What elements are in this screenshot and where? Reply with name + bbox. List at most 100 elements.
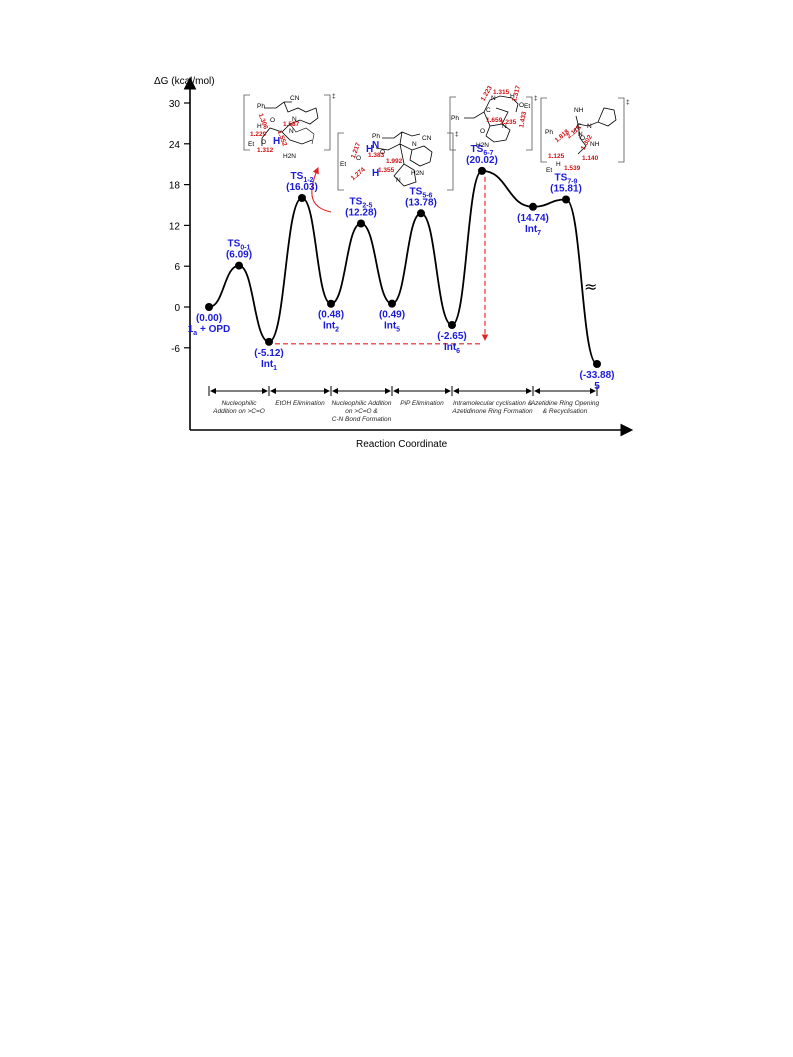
ts25-structure: ‡ Ph CN O H N O H N H2N N Et 1.217 1.383… — [337, 131, 459, 191]
stage-label: Nucleophilic Addition on >C=O — [212, 400, 265, 415]
point-name-label: TS0-1 — [228, 239, 251, 252]
value-label: (-33.88) — [579, 370, 614, 381]
point-int5 — [388, 299, 396, 308]
point-int7 — [529, 202, 537, 211]
point-name-label: Int1 — [261, 359, 277, 372]
dagger: ‡ — [332, 93, 336, 100]
ts67-structure: ‡ Ph N C H O Et O N H2N 1.223 1.315 1.65… — [449, 84, 538, 151]
stationary-points — [205, 166, 601, 368]
point-name-label: TS5-6 — [410, 186, 433, 199]
point-name-label: TS6-7 — [471, 144, 494, 157]
value-label: (-2.65) — [437, 331, 466, 342]
atom: N — [491, 95, 496, 102]
point-ts79 — [562, 195, 570, 204]
atom: C — [577, 123, 582, 130]
y-tick-label: 18 — [169, 181, 181, 192]
point-name-label: 5 — [594, 381, 600, 392]
point-ts01 — [235, 261, 243, 270]
point-ts67 — [478, 166, 486, 175]
atom: O — [580, 135, 585, 142]
value-label: (16.03) — [286, 182, 318, 193]
atom: H — [257, 123, 262, 130]
atom: N — [578, 131, 583, 138]
atom: Ph — [451, 115, 459, 122]
energy-curve — [208, 169, 598, 365]
bond-distance: 1.383 — [368, 152, 385, 159]
atom: N — [412, 141, 417, 148]
point-int6 — [448, 321, 456, 330]
atom: Ph — [257, 103, 265, 110]
atom: N — [372, 140, 379, 151]
atom: H2N — [476, 142, 489, 149]
atom: Et — [546, 167, 552, 174]
value-label: (14.74) — [517, 213, 549, 224]
atom: O — [480, 128, 485, 135]
atom: N — [396, 177, 401, 184]
point-name-label: Int5 — [384, 321, 400, 334]
value-label: (13.78) — [405, 197, 437, 208]
stage-annotations: Nucleophilic Addition on >C=O EtOH Elimina… — [208, 386, 600, 423]
point-name-label: TS1-2 — [291, 171, 314, 184]
value-label: (15.81) — [550, 183, 582, 194]
atom: NH — [574, 107, 584, 114]
bond-distance: 1.539 — [564, 165, 581, 172]
y-tick-label: 6 — [174, 262, 180, 273]
value-label: (-5.12) — [254, 348, 283, 359]
point-ts25 — [357, 219, 365, 228]
point-name-label: Int6 — [444, 342, 460, 355]
point-name-label: TS2-5 — [350, 196, 373, 209]
bond-distance: 1.229 — [250, 131, 267, 138]
bond-distance: 1.235 — [500, 119, 517, 126]
atom: CN — [422, 135, 432, 142]
atom: Et — [340, 161, 346, 168]
atom: N — [502, 123, 507, 130]
bond-distance: 1.312 — [257, 147, 274, 154]
ts79-structure: ‡ NH C N Ph N NH O H Et 1.818 2.115 1.30… — [540, 97, 630, 174]
atom: H — [556, 161, 561, 168]
bond-distance: 1.125 — [548, 153, 565, 160]
y-tick-label: -6 — [171, 344, 180, 355]
stage-label: PiP Elimination — [400, 400, 444, 407]
bond-distance: 1.659 — [486, 117, 503, 124]
atom: N — [587, 123, 592, 130]
guide-curve-ts25-to-ts12 — [311, 166, 332, 213]
bond-distance: 1.992 — [386, 158, 403, 165]
point-1aopd — [205, 303, 213, 311]
point-name-label: 1a + OPD — [188, 324, 231, 337]
atom: N — [292, 116, 297, 123]
atom: CN — [290, 95, 300, 102]
bond-distance: 1.315 — [493, 89, 510, 96]
bond-distance: 1.140 — [582, 155, 599, 162]
bond-distance: 1.587 — [283, 121, 300, 128]
atom: H — [366, 144, 373, 155]
point-ts56 — [417, 209, 425, 218]
dagger: ‡ — [534, 95, 538, 102]
atom: Ph — [372, 133, 380, 140]
atom: H2N — [283, 153, 296, 160]
point-labels: (0.00)1a + OPD (6.09)TS0-1 (-5.12)Int1 (16.… — [188, 144, 615, 392]
atom: C — [486, 107, 491, 114]
atom: H — [372, 168, 379, 179]
value-label: (6.09) — [226, 250, 252, 261]
value-label: (0.00) — [196, 313, 222, 324]
point-name-label: TS7-9 — [555, 172, 578, 185]
bond-distance: 1.274 — [350, 166, 367, 182]
value-label: (0.48) — [318, 310, 344, 321]
value-label: (0.49) — [379, 310, 405, 321]
atom: N — [289, 128, 294, 135]
atom: H — [510, 93, 515, 100]
atom: Ph — [545, 129, 553, 136]
point-int2 — [327, 299, 335, 308]
y-ticks: 30 24 18 12 6 0 -6 — [169, 99, 190, 355]
value-label: (12.28) — [345, 207, 377, 218]
dagger: ‡ — [626, 99, 630, 106]
bond-distance: 1.355 — [378, 167, 395, 174]
atom: H2N — [411, 170, 424, 177]
y-tick-label: 12 — [169, 221, 181, 232]
ts12-structure: ‡ Ph CN O N H Et O H N H2N 1.229 1.312 1… — [243, 93, 336, 160]
stage-label: Nucleophilic Addition on >C=O & C-N Bond F… — [331, 400, 391, 423]
stage-label: EtOH Elimination — [275, 400, 325, 407]
atom: Et — [524, 103, 530, 110]
axis-break-mark: ≈ — [584, 277, 597, 296]
